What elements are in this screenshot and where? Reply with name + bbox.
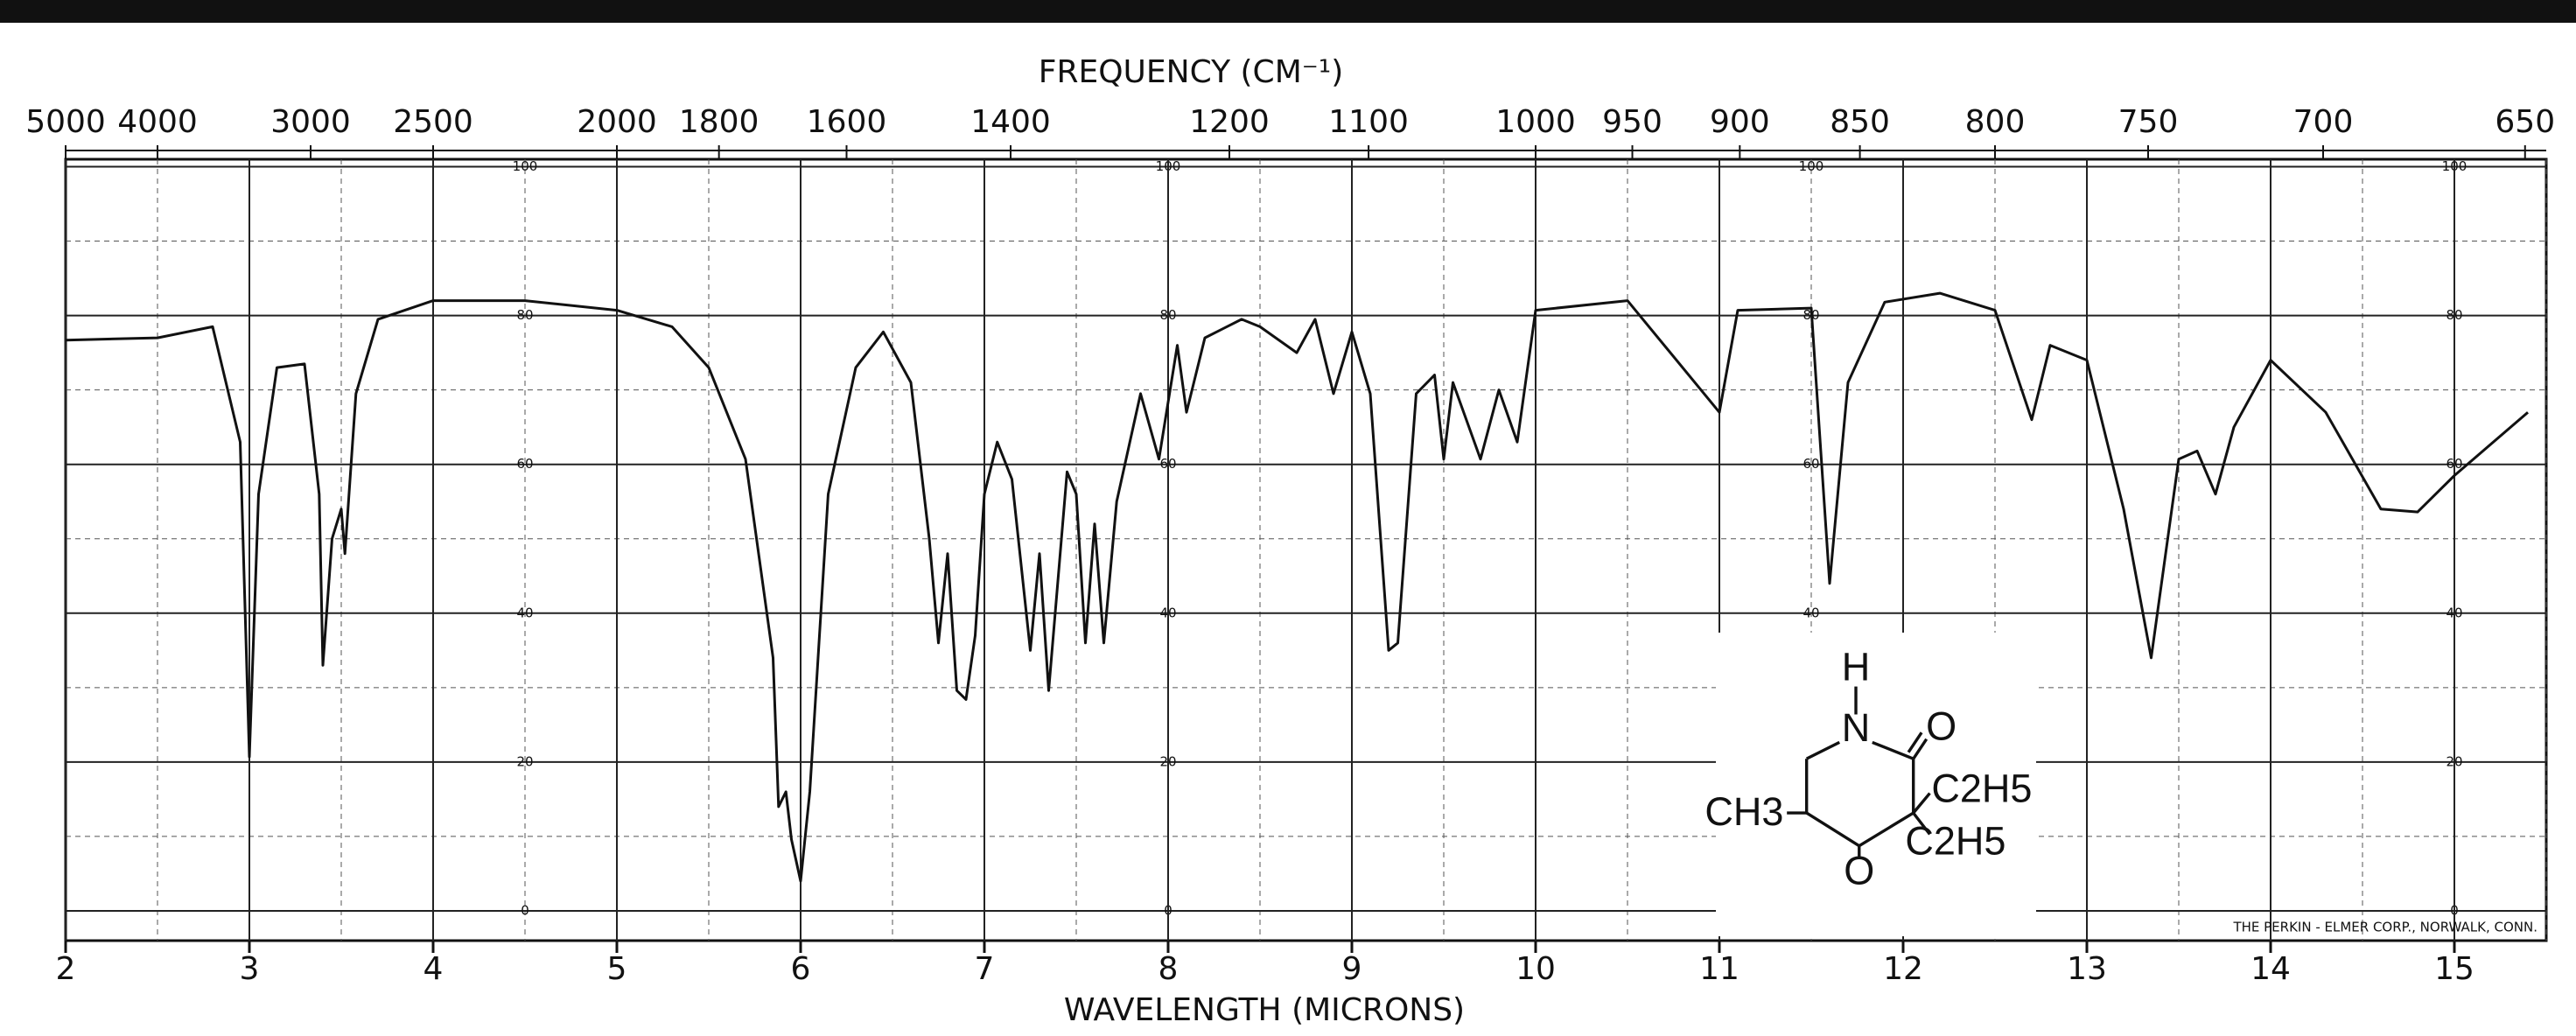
atom-label: C2H5 <box>1905 819 2006 864</box>
y-tick-label: 40 <box>516 605 533 620</box>
x2-tick-label: 700 <box>2293 104 2354 140</box>
x2-tick-label: 850 <box>1830 104 1890 140</box>
x-tick-label: 5 <box>607 951 627 987</box>
x-tick-label: 11 <box>1699 951 1740 987</box>
atom-label: O <box>1844 848 1874 892</box>
x2-tick-label: 950 <box>1602 104 1662 140</box>
x2-tick-label: 4000 <box>117 104 198 140</box>
x2-tick-label: 800 <box>1965 104 2026 140</box>
x2-tick-label: 750 <box>2118 104 2179 140</box>
x2-tick-label: 1000 <box>1495 104 1576 140</box>
y-tick-label: 20 <box>516 753 533 769</box>
plot-area: 0000202020204040404060606060808080801001… <box>25 104 2555 987</box>
x-tick-label: 15 <box>2434 951 2474 987</box>
x-tick-label: 12 <box>1883 951 1923 987</box>
x2-tick-label: 2500 <box>393 104 473 140</box>
y-tick-label: 40 <box>1802 605 1819 620</box>
x-tick-label: 7 <box>975 951 995 987</box>
structure-box <box>1716 633 2036 936</box>
x-tick-label: 3 <box>240 951 260 987</box>
x2-tick-label: 1200 <box>1189 104 1270 140</box>
x-axis-label: WAVELENGTH (MICRONS) <box>1064 992 1465 1028</box>
x2-tick-label: 650 <box>2495 104 2555 140</box>
x2-tick-label: 1600 <box>807 104 887 140</box>
x-tick-label: 9 <box>1342 951 1362 987</box>
structure: H N O C2H5 C2H5 CH3 O <box>1704 645 2032 893</box>
y-tick-label: 60 <box>516 456 533 472</box>
x2-tick-label: 5000 <box>25 104 106 140</box>
y-tick-label: 100 <box>513 158 538 174</box>
x-tick-label: 14 <box>2250 951 2291 987</box>
y-tick-label: 100 <box>1799 158 1824 174</box>
y-tick-label: 80 <box>516 307 533 323</box>
footer: THE PERKIN - ELMER CORP., NORWALK, CONN. <box>2232 920 2538 935</box>
atom-label: N <box>1842 705 1871 750</box>
x2-tick-label: 3000 <box>270 104 351 140</box>
x2-tick-label: 900 <box>1710 104 1770 140</box>
x2-tick-label: 1800 <box>679 104 760 140</box>
y-tick-label: 60 <box>1802 456 1819 472</box>
x-tick-label: 4 <box>424 951 444 987</box>
x2-tick-label: 1100 <box>1328 104 1409 140</box>
x2-tick-label: 2000 <box>577 104 657 140</box>
x-tick-label: 13 <box>2067 951 2107 987</box>
atom-label: C2H5 <box>1931 766 2032 811</box>
x-tick-label: 2 <box>56 951 76 987</box>
atom-label: CH3 <box>1704 789 1783 834</box>
x-tick-label: 10 <box>1516 951 1556 987</box>
x-tick-label: 6 <box>791 951 811 987</box>
plot-frame <box>64 158 2548 942</box>
atom-label: H <box>1842 645 1871 690</box>
y-tick-label: 0 <box>521 902 529 918</box>
x-tick-label: 8 <box>1158 951 1179 987</box>
chart-title: FREQUENCY (CM⁻¹) <box>1039 54 1344 90</box>
top-bar <box>0 0 2576 23</box>
spectrum-line <box>65 291 2529 883</box>
x2-tick-label: 1400 <box>970 104 1051 140</box>
atom-label: O <box>1926 704 1956 748</box>
